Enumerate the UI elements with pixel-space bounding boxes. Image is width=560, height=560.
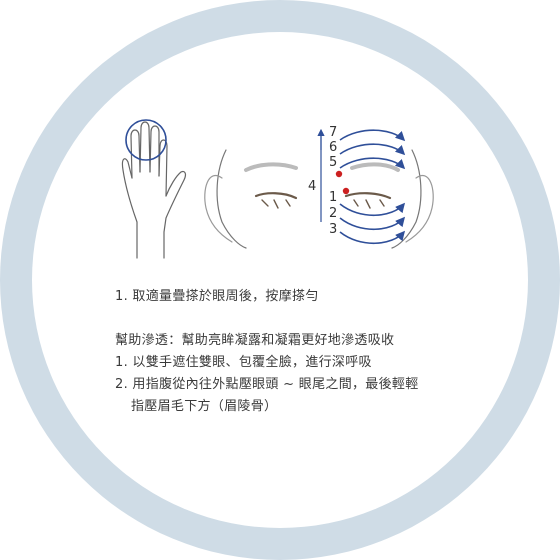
step-main: 1. 取適量疊搽於眼周後，按摩搽勻 <box>115 289 319 304</box>
label-1: 1 <box>329 190 337 205</box>
label-3: 3 <box>329 222 337 237</box>
face-icon <box>204 149 434 249</box>
step-2: 2. 用指腹從內往外點壓眼頭 ~ 眼尾之間，最後輕輕 <box>115 377 419 392</box>
label-5: 5 <box>329 155 337 170</box>
spacer <box>115 308 515 330</box>
upper-arcs <box>339 129 406 170</box>
instructions: 1. 取適量疊搽於眼周後，按摩搽勻 幫助滲透：幫助亮眸凝露和凝霜更好地滲透吸收 … <box>115 286 515 418</box>
lower-arcs <box>339 202 406 244</box>
fingertip-highlight <box>125 119 167 161</box>
section-title: 幫助滲透：幫助亮眸凝露和凝霜更好地滲透吸收 <box>115 333 395 348</box>
hand-icon <box>121 119 187 259</box>
label-4: 4 <box>308 179 316 194</box>
label-2: 2 <box>329 206 337 221</box>
background-circle <box>32 32 528 528</box>
pressure-point-lower <box>342 187 350 195</box>
label-6: 6 <box>329 140 337 155</box>
label-7: 7 <box>329 125 337 140</box>
pressure-point-upper <box>335 170 343 178</box>
step-1: 1. 以雙手遮住雙眼、包覆全臉，進行深呼吸 <box>115 355 372 370</box>
step-2-continued: 指壓眉毛下方（眉陵骨） <box>131 399 278 414</box>
